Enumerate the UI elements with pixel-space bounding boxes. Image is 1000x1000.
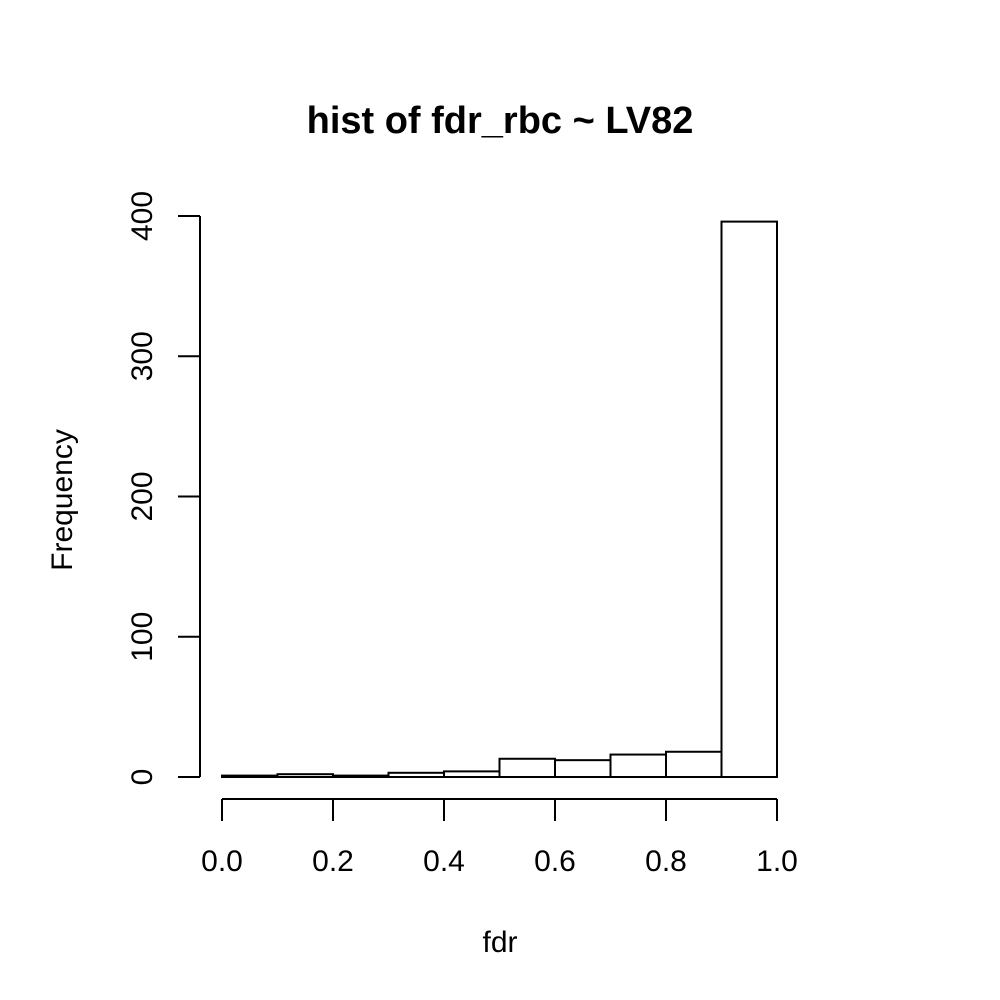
x-axis-label: fdr: [482, 926, 517, 959]
y-tick-label: 0: [126, 769, 159, 786]
bars-group: [221, 220, 778, 779]
histogram-bar: [554, 759, 612, 778]
y-tick-label: 400: [126, 191, 159, 241]
chart-title: hist of fdr_rbc ~ LV82: [307, 100, 694, 142]
y-axis-label: Frequency: [46, 429, 79, 571]
histogram-bar: [276, 773, 334, 779]
x-tick-label: 0.8: [645, 845, 687, 878]
histogram-bar: [665, 750, 723, 779]
x-axis: 0.0 0.2 0.4 0.6 0.8 1.0: [201, 798, 798, 878]
y-tick-label: 100: [126, 612, 159, 662]
y-tick-label: 200: [126, 471, 159, 521]
histogram-bar: [720, 220, 778, 779]
x-tick-label: 1.0: [756, 845, 798, 878]
y-tick-label: 300: [126, 331, 159, 381]
histogram-bar: [387, 771, 445, 778]
y-axis: 0 100 200 300 400: [126, 191, 201, 786]
histogram-bar: [221, 774, 279, 778]
histogram-bar: [498, 757, 556, 779]
histogram-bar: [443, 770, 501, 779]
x-tick-label: 0.6: [534, 845, 576, 878]
x-tick-label: 0.4: [423, 845, 465, 878]
histogram-bar: [332, 774, 390, 778]
histogram-bar: [609, 753, 667, 778]
x-tick-label: 0.0: [201, 845, 243, 878]
x-tick-label: 0.2: [312, 845, 354, 878]
